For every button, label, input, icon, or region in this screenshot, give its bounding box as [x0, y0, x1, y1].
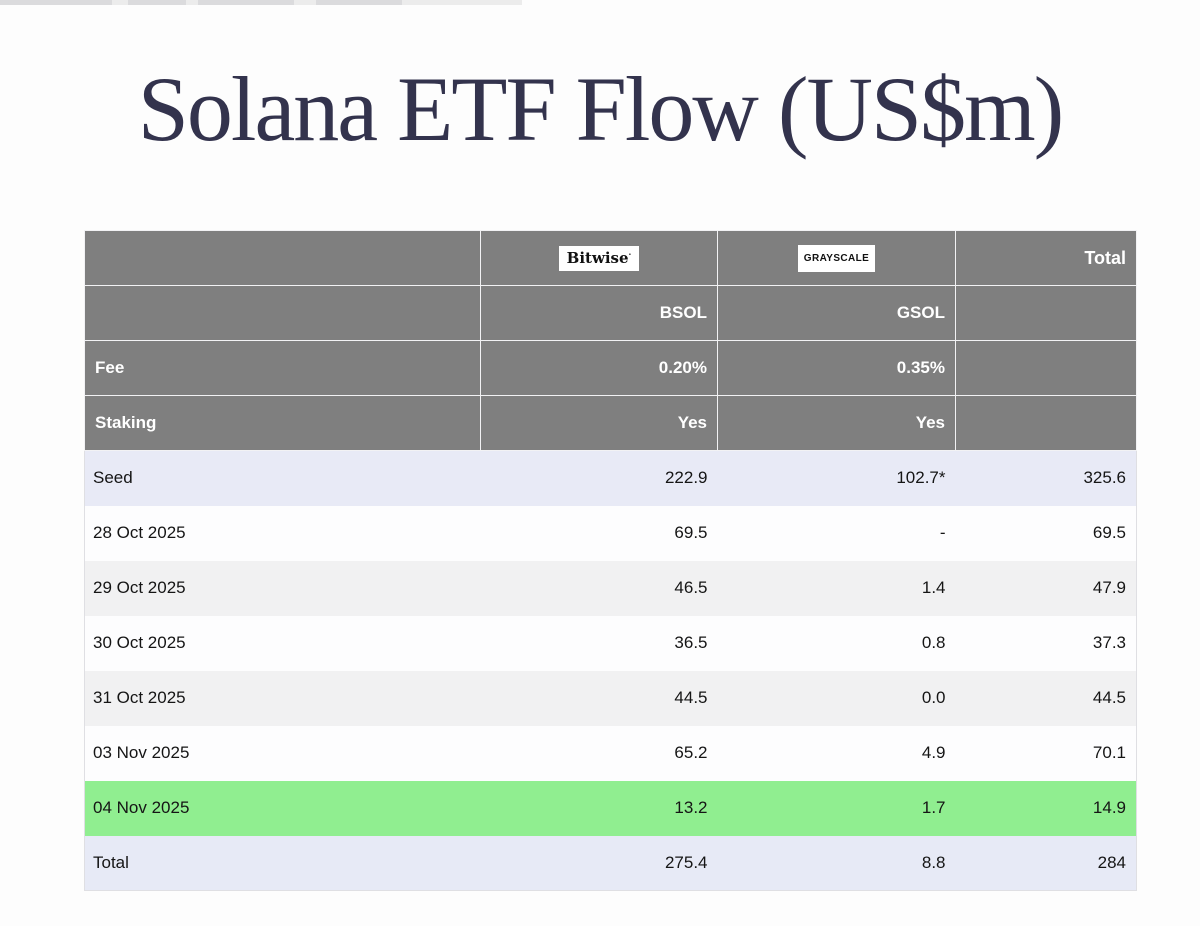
cell-bsol: 36.5	[480, 615, 718, 671]
cell-gsol: 1.7	[717, 780, 956, 836]
ticker-row: BSOL GSOL	[84, 285, 1137, 341]
cell-label: 04 Nov 2025	[84, 780, 481, 836]
top-edge-smudge	[198, 0, 294, 5]
cell-bsol: 65.2	[480, 725, 718, 781]
cell-gsol: 0.0	[717, 670, 956, 726]
table-row: 04 Nov 2025 13.2 1.7 14.9	[84, 780, 1137, 836]
cell-label: 28 Oct 2025	[84, 505, 481, 561]
window-top-edge-artifact	[0, 0, 522, 5]
table-row: 28 Oct 2025 69.5-69.5	[84, 505, 1137, 561]
table-row: 29 Oct 2025 46.5 1.4 47.9	[84, 560, 1137, 616]
table-row: 03 Nov 2025 65.2 4.9 70.1	[84, 725, 1137, 781]
cell-total: 14.9	[955, 780, 1137, 836]
cell-label: Seed	[84, 450, 481, 506]
cell-bsol: 275.4	[480, 835, 718, 891]
staking-row: Staking Yes Yes	[84, 395, 1137, 451]
cell-total: 44.5	[955, 670, 1137, 726]
ticker-bsol: BSOL	[480, 285, 718, 341]
staking-label: Staking	[84, 395, 481, 451]
cell-gsol: 102.7*	[717, 450, 956, 506]
cell-gsol: -	[717, 505, 956, 561]
table-row: Seed 222.9 102.7* 325.6	[84, 450, 1137, 506]
table-row: Total 275.4 8.8 284	[84, 835, 1137, 891]
total-column-header: Total	[955, 230, 1137, 286]
fee-bsol-value: 0.20%	[480, 340, 718, 396]
empty-header-cell	[955, 340, 1137, 396]
cell-gsol: 0.8	[717, 615, 956, 671]
cell-bsol: 222.9	[480, 450, 718, 506]
cell-label: Total	[84, 835, 481, 891]
top-edge-smudge	[128, 0, 186, 5]
empty-header-cell	[955, 285, 1137, 341]
fee-gsol-value: 0.35%	[717, 340, 956, 396]
top-edge-smudge	[316, 0, 402, 5]
cell-total: 70.1	[955, 725, 1137, 781]
table-header: Bitwise· GRAYSCALE Total BSOL GSOL Fee 0…	[84, 230, 1137, 451]
cell-bsol: 44.5	[480, 670, 718, 726]
ticker-gsol: GSOL	[717, 285, 956, 341]
bitwise-logo: Bitwise·	[558, 245, 640, 271]
table-row: 31 Oct 2025 44.5 0.0 44.5	[84, 670, 1137, 726]
staking-bsol-value: Yes	[480, 395, 718, 451]
empty-header-cell	[84, 285, 481, 341]
empty-header-cell	[84, 230, 481, 286]
cell-label: 30 Oct 2025	[84, 615, 481, 671]
cell-label: 03 Nov 2025	[84, 725, 481, 781]
cell-bsol: 13.2	[480, 780, 718, 836]
table-body: Seed 222.9 102.7* 325.6 28 Oct 2025 69.5-69.5…	[84, 450, 1137, 891]
cell-bsol: 46.5	[480, 560, 718, 616]
cell-gsol: 4.9	[717, 725, 956, 781]
cell-gsol: 8.8	[717, 835, 956, 891]
cell-total: 284	[955, 835, 1137, 891]
bitwise-logo-text: Bitwise	[566, 248, 629, 267]
table-row: 30 Oct 2025 36.5 0.8 37.3	[84, 615, 1137, 671]
empty-header-cell	[955, 395, 1137, 451]
fee-label: Fee	[84, 340, 481, 396]
cell-label: 29 Oct 2025	[84, 560, 481, 616]
cell-bsol: 69.5	[480, 505, 718, 561]
staking-gsol-value: Yes	[717, 395, 956, 451]
grayscale-logo-cell: GRAYSCALE	[717, 230, 956, 286]
logo-row: Bitwise· GRAYSCALE Total	[84, 230, 1137, 286]
cell-total: 325.6	[955, 450, 1137, 506]
grayscale-logo: GRAYSCALE	[797, 244, 876, 272]
bitwise-logo-cell: Bitwise·	[480, 230, 718, 286]
bitwise-logo-mark: ·	[628, 248, 632, 259]
cell-total: 47.9	[955, 560, 1137, 616]
fee-row: Fee 0.20% 0.35%	[84, 340, 1137, 396]
page-title: Solana ETF Flow (US$m)	[137, 58, 1065, 160]
cell-total: 69.5	[955, 505, 1137, 561]
etf-flow-table-container: Bitwise· GRAYSCALE Total BSOL GSOL Fee 0…	[84, 230, 1137, 891]
etf-flow-table: Bitwise· GRAYSCALE Total BSOL GSOL Fee 0…	[84, 230, 1137, 891]
cell-gsol: 1.4	[717, 560, 956, 616]
cell-total: 37.3	[955, 615, 1137, 671]
cell-label: 31 Oct 2025	[84, 670, 481, 726]
top-edge-smudge	[0, 0, 112, 5]
